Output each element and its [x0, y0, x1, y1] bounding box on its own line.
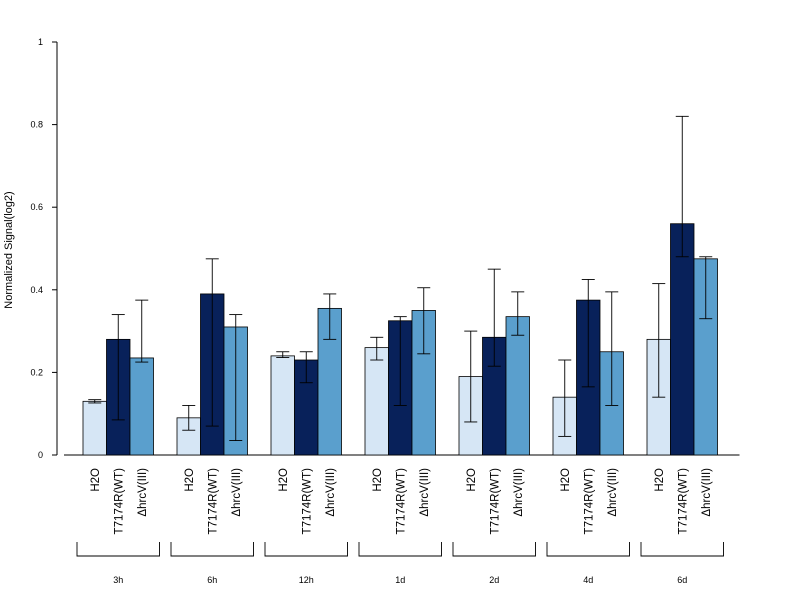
category-label: ΔhrcV(III) — [231, 468, 243, 517]
y-tick-label: 0.2 — [30, 367, 43, 377]
group-label: 1d — [395, 575, 405, 585]
bar-3h-0 — [82, 400, 107, 456]
group-bracket — [546, 542, 630, 557]
bar-1d-0 — [364, 347, 389, 456]
bar-3h-2 — [129, 357, 154, 456]
category-label: ΔhrcV(III) — [137, 468, 149, 517]
category-label: T7174R(WT) — [301, 468, 313, 535]
group-label: 4d — [583, 575, 593, 585]
category-label: T7174R(WT) — [207, 468, 219, 535]
group-label: 6h — [207, 575, 217, 585]
y-axis-label: Normalized Signal(log2) — [3, 191, 15, 308]
group-bracket — [170, 542, 254, 557]
category-label: T7174R(WT) — [113, 468, 125, 535]
category-label: H2O — [560, 468, 572, 492]
category-label: H2O — [466, 468, 478, 492]
group-bracket — [264, 542, 348, 557]
category-label: H2O — [184, 468, 196, 492]
category-label: H2O — [278, 468, 290, 492]
y-tick-label: 0 — [38, 450, 43, 460]
group-bracket — [76, 542, 160, 557]
bar-12h-0 — [270, 355, 295, 456]
group-label: 6d — [677, 575, 687, 585]
category-label: H2O — [654, 468, 666, 492]
category-label: ΔhrcV(III) — [607, 468, 619, 517]
y-tick-label: 0.8 — [30, 120, 43, 130]
y-tick-label: 0.4 — [30, 285, 43, 295]
group-bracket — [452, 542, 536, 557]
category-label: H2O — [90, 468, 102, 492]
category-label: ΔhrcV(III) — [513, 468, 525, 517]
category-label: T7174R(WT) — [677, 468, 689, 535]
y-tick-label: 1 — [38, 37, 43, 47]
category-label: ΔhrcV(III) — [325, 468, 337, 517]
category-label: T7174R(WT) — [583, 468, 595, 535]
category-label: H2O — [372, 468, 384, 492]
y-tick-label: 0.6 — [30, 202, 43, 212]
group-bracket — [640, 542, 724, 557]
group-label: 2d — [489, 575, 499, 585]
group-label: 3h — [113, 575, 123, 585]
category-label: T7174R(WT) — [395, 468, 407, 535]
group-bracket — [358, 542, 442, 557]
bar-2d-2 — [505, 316, 530, 456]
category-label: T7174R(WT) — [489, 468, 501, 535]
category-label: ΔhrcV(III) — [419, 468, 431, 517]
bar-6d-1 — [670, 223, 695, 456]
category-label: ΔhrcV(III) — [701, 468, 713, 517]
group-label: 12h — [299, 575, 314, 585]
